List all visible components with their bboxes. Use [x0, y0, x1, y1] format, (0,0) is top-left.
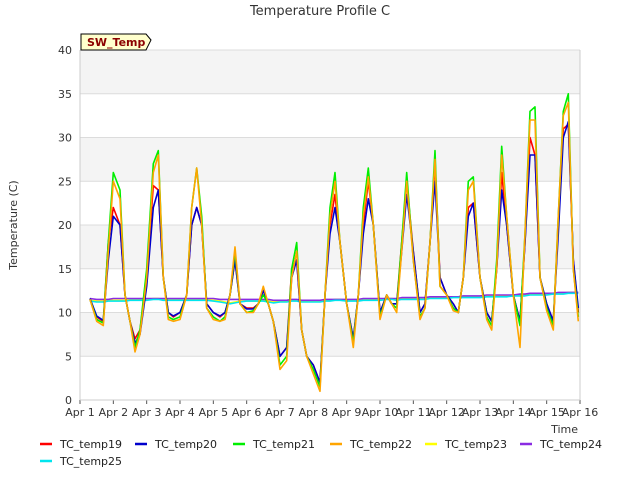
x-tick-label: Apr 4 — [165, 406, 195, 419]
chart-title: Temperature Profile C — [249, 4, 390, 19]
sw-temp-badge: SW_Temp — [80, 33, 152, 51]
series-line-tc-temp24 — [89, 291, 579, 302]
x-tick-label: Apr 6 — [232, 406, 262, 419]
y-axis-title: Temperature (C) — [7, 180, 20, 270]
x-tick-label: Apr 14 — [495, 406, 532, 419]
y-tick-label: 15 — [58, 263, 72, 276]
x-tick-label: Apr 9 — [332, 406, 362, 419]
x-tick-label: Apr 7 — [265, 406, 295, 419]
x-tick-label: Apr 3 — [132, 406, 162, 419]
y-tick-label: 20 — [58, 219, 72, 232]
x-tick-label: Apr 13 — [462, 406, 499, 419]
x-tick-label: Apr 8 — [299, 406, 329, 419]
legend-item-tc-temp19: TC_temp19 — [40, 438, 122, 451]
legend-label: TC_temp25 — [59, 455, 122, 468]
legend-label: TC_temp24 — [539, 438, 602, 451]
legend-item-tc-temp21: TC_temp21 — [233, 438, 315, 451]
legend-label: TC_temp23 — [444, 438, 507, 451]
legend-item-tc-temp20: TC_temp20 — [135, 438, 217, 451]
x-tick-label: Apr 2 — [99, 406, 129, 419]
x-axis-title: Time — [550, 423, 578, 436]
series-line-tc-temp25 — [89, 292, 579, 305]
grid-band — [80, 312, 580, 357]
legend-item-tc-temp25: TC_temp25 — [40, 455, 122, 468]
x-tick-label: Apr 1 — [65, 406, 95, 419]
legend-label: TC_temp22 — [349, 438, 412, 451]
y-tick-label: 0 — [65, 394, 72, 407]
y-tick-label: 35 — [58, 88, 72, 101]
grid-band — [80, 137, 580, 182]
y-tick-label: 30 — [58, 132, 72, 145]
y-tick-label: 10 — [58, 307, 72, 320]
legend-item-tc-temp23: TC_temp23 — [425, 438, 507, 451]
legend-item-tc-temp22: TC_temp22 — [330, 438, 412, 451]
x-tick-label: Apr 5 — [199, 406, 229, 419]
x-tick-label: Apr 11 — [395, 406, 432, 419]
x-tick-label: Apr 10 — [362, 406, 399, 419]
x-tick-label: Apr 16 — [562, 406, 599, 419]
x-tick-label: Apr 15 — [528, 406, 565, 419]
legend-label: TC_temp21 — [252, 438, 315, 451]
y-tick-label: 25 — [58, 175, 72, 188]
y-tick-label: 5 — [65, 350, 72, 363]
x-tick-label: Apr 12 — [428, 406, 465, 419]
legend-label: TC_temp19 — [59, 438, 122, 451]
legend-item-tc-temp24: TC_temp24 — [520, 438, 602, 451]
legend-label: TC_temp20 — [154, 438, 217, 451]
series-line-tc-temp22 — [89, 101, 580, 393]
sw-temp-badge-label: SW_Temp — [87, 36, 146, 49]
y-tick-label: 40 — [58, 44, 72, 57]
grid-band — [80, 50, 580, 94]
